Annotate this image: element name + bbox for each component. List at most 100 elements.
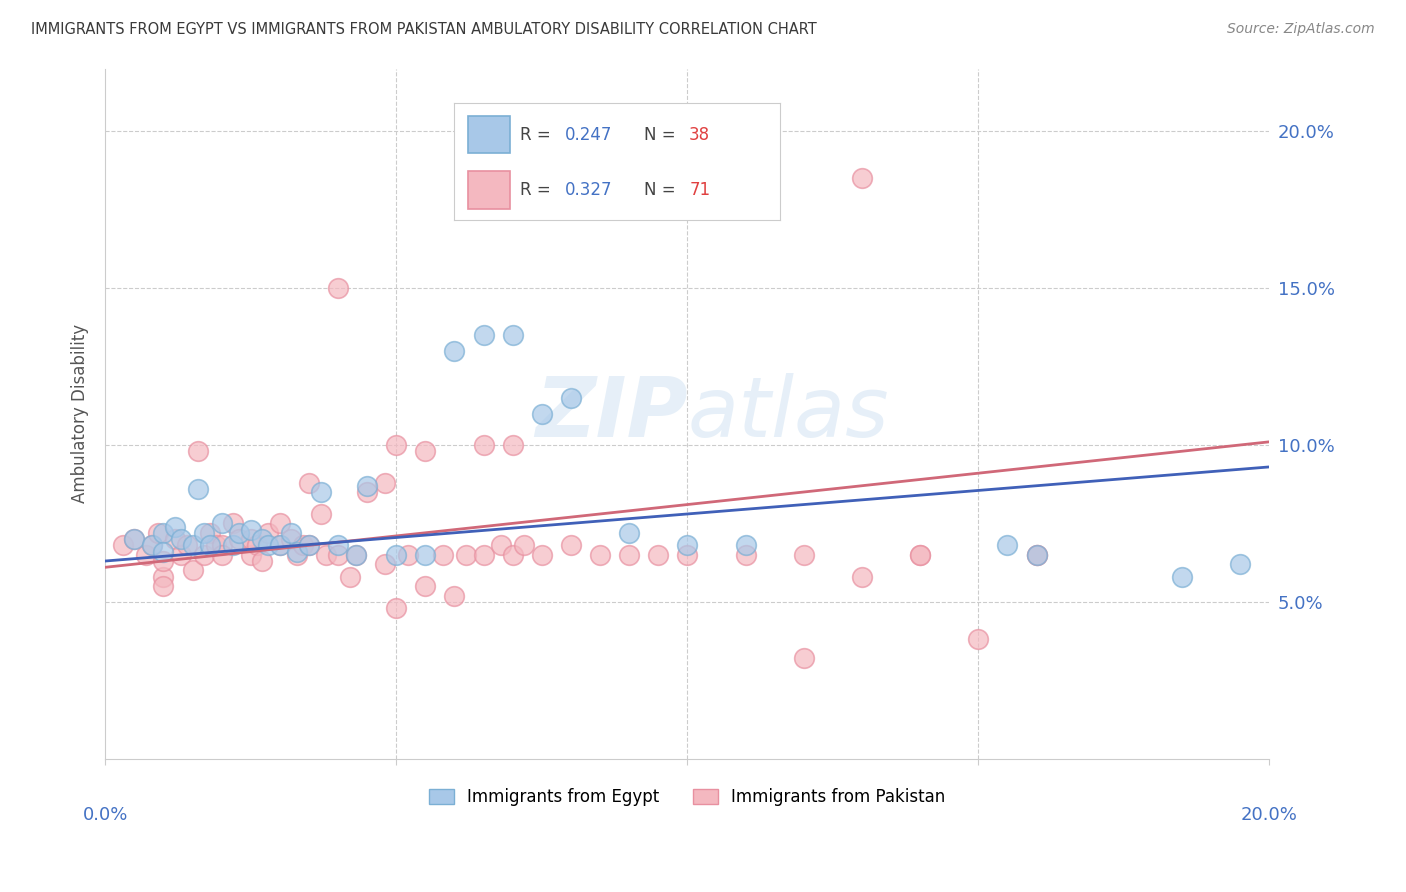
Point: [239, 523, 262, 537]
Point: [1025, 548, 1047, 562]
Point: [228, 525, 250, 540]
Point: [851, 171, 873, 186]
Point: [443, 343, 465, 358]
Point: [344, 548, 367, 562]
Point: [1229, 557, 1251, 571]
Point: [489, 538, 512, 552]
Point: [326, 548, 349, 562]
Point: [908, 548, 931, 562]
Point: [502, 548, 524, 562]
Point: [1025, 548, 1047, 562]
Point: [285, 544, 308, 558]
Point: [269, 538, 291, 552]
Point: [298, 538, 321, 552]
Point: [280, 532, 302, 546]
Point: [239, 532, 262, 546]
Text: 0.0%: 0.0%: [83, 805, 128, 823]
Point: [165, 532, 187, 546]
Point: [560, 391, 582, 405]
Point: [396, 548, 419, 562]
Text: IMMIGRANTS FROM EGYPT VS IMMIGRANTS FROM PAKISTAN AMBULATORY DISABILITY CORRELAT: IMMIGRANTS FROM EGYPT VS IMMIGRANTS FROM…: [31, 22, 817, 37]
Point: [997, 538, 1019, 552]
Point: [141, 538, 163, 552]
Point: [326, 281, 349, 295]
Point: [734, 538, 756, 552]
Point: [676, 538, 699, 552]
Y-axis label: Ambulatory Disability: Ambulatory Disability: [72, 324, 89, 503]
Point: [252, 554, 274, 568]
Point: [204, 538, 226, 552]
Point: [356, 485, 378, 500]
Point: [589, 548, 612, 562]
Point: [530, 548, 553, 562]
Point: [135, 548, 157, 562]
Text: Source: ZipAtlas.com: Source: ZipAtlas.com: [1227, 22, 1375, 37]
Point: [187, 444, 209, 458]
Point: [793, 548, 815, 562]
Point: [269, 516, 291, 531]
Point: [356, 479, 378, 493]
Point: [472, 328, 495, 343]
Point: [967, 632, 990, 647]
Point: [257, 538, 280, 552]
Point: [908, 548, 931, 562]
Point: [339, 570, 361, 584]
Point: [415, 444, 437, 458]
Point: [181, 538, 204, 552]
Point: [198, 525, 221, 540]
Point: [502, 438, 524, 452]
Point: [530, 407, 553, 421]
Point: [165, 519, 187, 533]
Point: [472, 438, 495, 452]
Point: [560, 538, 582, 552]
Point: [443, 589, 465, 603]
Point: [124, 532, 146, 546]
Point: [344, 548, 367, 562]
Point: [228, 532, 250, 546]
Point: [245, 538, 267, 552]
Point: [502, 328, 524, 343]
Point: [269, 538, 291, 552]
Point: [513, 538, 536, 552]
Point: [309, 485, 332, 500]
Point: [415, 548, 437, 562]
Point: [298, 538, 321, 552]
Point: [385, 548, 408, 562]
Point: [111, 538, 134, 552]
Point: [415, 579, 437, 593]
Point: [222, 516, 245, 531]
Point: [152, 525, 174, 540]
Point: [851, 570, 873, 584]
Point: [124, 532, 146, 546]
Point: [222, 538, 245, 552]
Legend: Immigrants from Egypt, Immigrants from Pakistan: Immigrants from Egypt, Immigrants from P…: [422, 781, 952, 813]
Point: [141, 538, 163, 552]
Text: 20.0%: 20.0%: [1241, 805, 1298, 823]
Point: [152, 554, 174, 568]
Point: [193, 525, 215, 540]
Point: [374, 475, 396, 490]
Point: [198, 538, 221, 552]
Point: [326, 538, 349, 552]
Point: [152, 570, 174, 584]
Point: [456, 548, 478, 562]
Text: ZIP: ZIP: [534, 373, 688, 454]
Point: [211, 516, 233, 531]
Point: [170, 548, 193, 562]
Point: [617, 525, 640, 540]
Point: [152, 579, 174, 593]
Point: [292, 538, 315, 552]
Text: atlas: atlas: [688, 373, 889, 454]
Point: [187, 482, 209, 496]
Point: [374, 557, 396, 571]
Point: [298, 475, 321, 490]
Point: [181, 563, 204, 577]
Point: [252, 532, 274, 546]
Point: [176, 538, 198, 552]
Point: [385, 438, 408, 452]
Point: [315, 548, 337, 562]
Point: [146, 525, 169, 540]
Point: [257, 525, 280, 540]
Point: [676, 548, 699, 562]
Point: [239, 548, 262, 562]
